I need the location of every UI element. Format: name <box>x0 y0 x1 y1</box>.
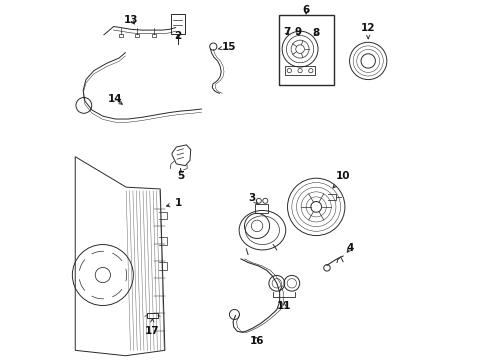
Text: 7: 7 <box>282 27 289 37</box>
Text: 6: 6 <box>302 5 309 15</box>
Text: 13: 13 <box>124 15 139 26</box>
Text: 16: 16 <box>249 336 264 346</box>
Text: 9: 9 <box>294 27 301 37</box>
Bar <box>135 34 139 37</box>
Text: 2: 2 <box>174 31 181 41</box>
Bar <box>278 15 333 85</box>
Text: 17: 17 <box>145 319 159 336</box>
Bar <box>147 313 158 318</box>
Text: 14: 14 <box>108 94 122 104</box>
Bar <box>152 34 156 37</box>
Text: 5: 5 <box>177 168 184 181</box>
Text: 8: 8 <box>312 28 319 38</box>
Text: 10: 10 <box>332 171 349 188</box>
Text: 3: 3 <box>247 193 258 204</box>
Text: 1: 1 <box>166 198 182 208</box>
Text: 4: 4 <box>346 243 353 253</box>
Text: 15: 15 <box>218 42 236 51</box>
Bar <box>119 34 122 37</box>
Bar <box>285 66 314 75</box>
Bar <box>254 204 267 213</box>
Bar <box>171 14 184 34</box>
Text: 11: 11 <box>277 301 291 311</box>
Text: 12: 12 <box>360 23 375 39</box>
